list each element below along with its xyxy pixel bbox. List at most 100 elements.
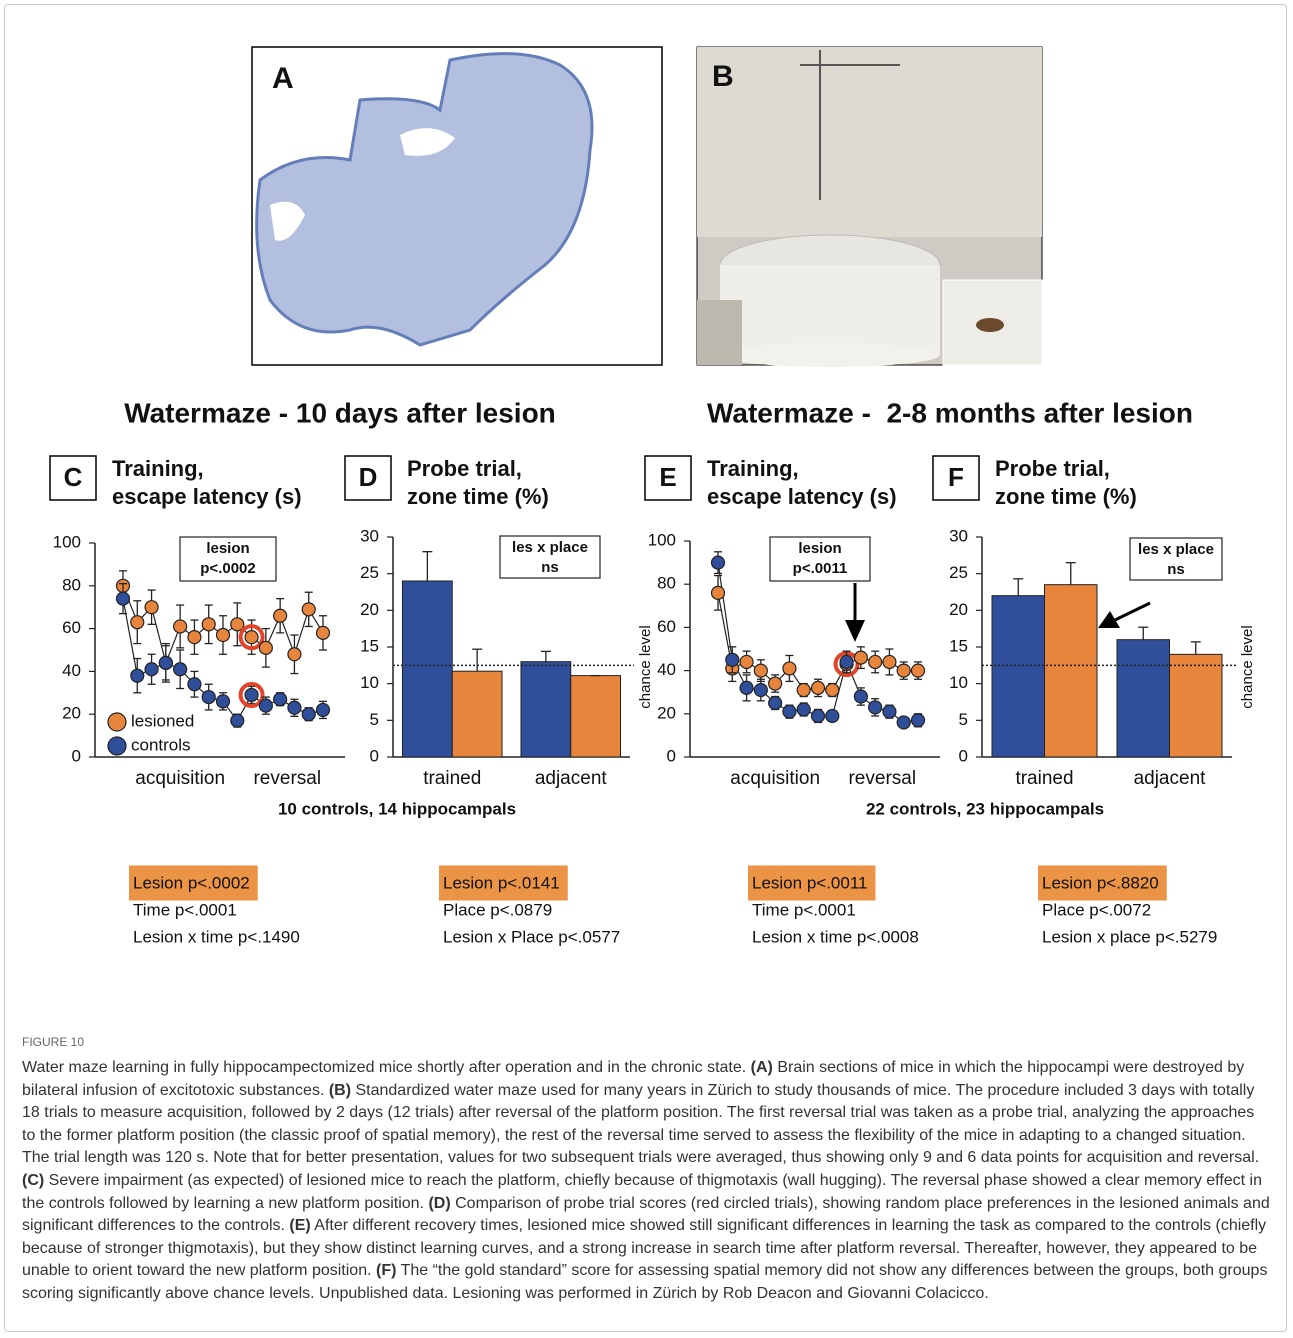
panel-title: zone time (%) — [995, 484, 1137, 509]
stat-line: Lesion p<.0011 — [752, 873, 867, 892]
data-point — [174, 663, 187, 676]
data-point — [245, 631, 258, 644]
data-point — [131, 616, 144, 629]
data-point — [174, 620, 187, 633]
page: A B Watermaze - 10 days after lesion Wat… — [0, 0, 1293, 1338]
stat-line: Time p<.0001 — [752, 900, 856, 919]
annotation-text: p<.0011 — [793, 560, 848, 577]
bar — [521, 662, 571, 757]
bar — [1117, 640, 1170, 757]
annotation-text: lesion — [206, 540, 249, 557]
panel-a-image: A — [252, 47, 662, 365]
data-point — [754, 684, 767, 697]
data-point — [245, 688, 258, 701]
stat-line: Lesion x time p<.0008 — [752, 927, 919, 946]
data-point — [302, 603, 315, 616]
data-point — [202, 618, 215, 631]
y-tick-label: 0 — [72, 746, 81, 765]
data-point — [712, 586, 725, 599]
data-point — [159, 656, 172, 669]
y-tick-label: 100 — [648, 530, 676, 549]
y-tick-label: 0 — [370, 746, 379, 765]
data-point — [712, 556, 725, 569]
data-point — [912, 664, 925, 677]
y-tick-label: 10 — [949, 673, 968, 692]
data-point — [231, 714, 244, 727]
data-point — [912, 714, 925, 727]
panel-title: zone time (%) — [407, 484, 549, 509]
data-point — [883, 655, 896, 668]
data-point — [188, 678, 201, 691]
data-point — [869, 701, 882, 714]
caption: FIGURE 10 Water maze learning in fully h… — [22, 1035, 1272, 1306]
x-group-label: acquisition — [730, 768, 820, 789]
data-point — [317, 626, 330, 639]
bar — [1170, 654, 1223, 757]
x-group-label: reversal — [848, 768, 916, 789]
y-tick-label: 40 — [657, 660, 676, 679]
stat-line: Time p<.0001 — [133, 900, 237, 919]
bar — [1045, 585, 1098, 757]
data-point — [217, 695, 230, 708]
legend-swatch — [108, 737, 126, 755]
data-point — [145, 663, 158, 676]
data-point — [131, 669, 144, 682]
annotation-text: ns — [541, 559, 559, 576]
data-point — [145, 601, 158, 614]
caption-panel-ref: (F) — [376, 1262, 396, 1279]
data-point — [217, 629, 230, 642]
section-heading: Watermaze - 2-8 months after lesion — [707, 397, 1193, 428]
panel-label: F — [948, 462, 964, 492]
caption-panel-ref: (C) — [22, 1172, 44, 1189]
stat-line: Place p<.0072 — [1042, 900, 1151, 919]
panel-label: E — [659, 462, 676, 492]
panel-title: escape latency (s) — [707, 484, 897, 509]
x-tick-label: trained — [1015, 768, 1073, 789]
data-point — [288, 648, 301, 661]
annotation-text: p<.0002 — [200, 560, 255, 577]
data-point — [740, 681, 753, 694]
stat-line: Lesion p<.0002 — [133, 873, 250, 892]
data-point — [826, 709, 839, 722]
data-point — [797, 703, 810, 716]
y-tick-label: 80 — [62, 575, 81, 594]
data-point — [726, 653, 739, 666]
bar — [402, 581, 452, 757]
caption-panel-ref: (E) — [289, 1217, 310, 1234]
chance-label: chance level — [1239, 625, 1256, 708]
data-point — [883, 705, 896, 718]
stat-line: Lesion x time p<.1490 — [133, 927, 300, 946]
panel-title: Probe trial, — [407, 456, 522, 481]
data-point — [826, 684, 839, 697]
panel-label: A — [272, 62, 294, 95]
x-tick-label: adjacent — [535, 768, 608, 789]
stat-line: Lesion p<.8820 — [1042, 873, 1159, 892]
data-point — [897, 664, 910, 677]
data-point — [854, 651, 867, 664]
bar — [452, 671, 502, 757]
bar — [992, 596, 1045, 757]
stat-line: Lesion x Place p<.0577 — [443, 927, 620, 946]
data-point — [274, 609, 287, 622]
annotation-text: les x place — [512, 539, 588, 556]
stat-line: Place p<.0879 — [443, 900, 552, 919]
panel-label: D — [359, 462, 378, 492]
x-tick-label: trained — [423, 768, 481, 789]
annotation-text: ns — [1167, 561, 1185, 578]
legend-label: lesioned — [131, 711, 194, 730]
data-point — [783, 705, 796, 718]
y-tick-label: 0 — [959, 746, 968, 765]
caption-panel-ref: (B) — [329, 1082, 351, 1099]
caption-panel-ref: (A) — [751, 1059, 773, 1076]
data-point — [769, 697, 782, 710]
data-point — [274, 693, 287, 706]
y-tick-label: 25 — [949, 563, 968, 582]
caption-segment: Water maze learning in fully hippocampec… — [22, 1059, 751, 1076]
data-point — [117, 592, 130, 605]
y-tick-label: 10 — [360, 673, 379, 692]
data-point — [897, 716, 910, 729]
y-tick-label: 20 — [62, 704, 81, 723]
panel-title: escape latency (s) — [112, 484, 302, 509]
caption-text: Water maze learning in fully hippocampec… — [22, 1057, 1272, 1306]
y-tick-label: 15 — [360, 636, 379, 655]
